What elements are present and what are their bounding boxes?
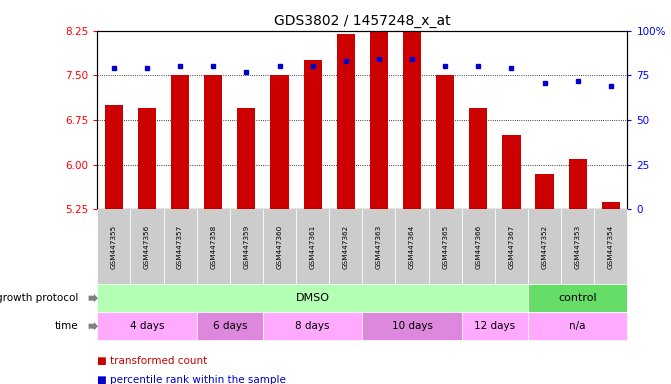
- Text: time: time: [55, 321, 79, 331]
- Bar: [503, 135, 521, 209]
- Bar: [138, 108, 156, 209]
- Text: GSM447360: GSM447360: [276, 225, 282, 269]
- Bar: [303, 61, 322, 209]
- Text: GSM447361: GSM447361: [309, 225, 315, 269]
- Bar: [270, 75, 289, 209]
- Text: 12 days: 12 days: [474, 321, 515, 331]
- Bar: [436, 75, 454, 209]
- Text: GSM447354: GSM447354: [608, 225, 614, 269]
- Text: control: control: [558, 293, 597, 303]
- Text: GSM447359: GSM447359: [244, 225, 250, 269]
- Text: GSM447367: GSM447367: [509, 225, 515, 269]
- Bar: [337, 34, 355, 209]
- Text: GSM447356: GSM447356: [144, 225, 150, 269]
- Bar: [602, 202, 620, 209]
- Bar: [403, 10, 421, 209]
- Text: 8 days: 8 days: [295, 321, 330, 331]
- Text: GSM447355: GSM447355: [111, 225, 117, 269]
- Bar: [370, 16, 388, 209]
- Text: ■ percentile rank within the sample: ■ percentile rank within the sample: [97, 375, 286, 384]
- Bar: [568, 159, 587, 209]
- Text: growth protocol: growth protocol: [0, 293, 79, 303]
- Text: 4 days: 4 days: [130, 321, 164, 331]
- Title: GDS3802 / 1457248_x_at: GDS3802 / 1457248_x_at: [274, 14, 451, 28]
- Text: 6 days: 6 days: [213, 321, 247, 331]
- Text: GSM447365: GSM447365: [442, 225, 448, 269]
- Bar: [535, 174, 554, 209]
- Text: DMSO: DMSO: [296, 293, 329, 303]
- Bar: [105, 105, 123, 209]
- Text: GSM447363: GSM447363: [376, 225, 382, 269]
- Text: GSM447366: GSM447366: [475, 225, 481, 269]
- Bar: [204, 75, 222, 209]
- Text: GSM447357: GSM447357: [177, 225, 183, 269]
- Text: GSM447362: GSM447362: [343, 225, 349, 269]
- Text: GSM447352: GSM447352: [541, 225, 548, 269]
- Bar: [469, 108, 487, 209]
- Text: GSM447358: GSM447358: [210, 225, 216, 269]
- Text: GSM447364: GSM447364: [409, 225, 415, 269]
- Bar: [171, 75, 189, 209]
- Text: ■ transformed count: ■ transformed count: [97, 356, 207, 366]
- Text: n/a: n/a: [570, 321, 586, 331]
- Bar: [238, 108, 256, 209]
- Text: 10 days: 10 days: [392, 321, 433, 331]
- Text: GSM447353: GSM447353: [574, 225, 580, 269]
